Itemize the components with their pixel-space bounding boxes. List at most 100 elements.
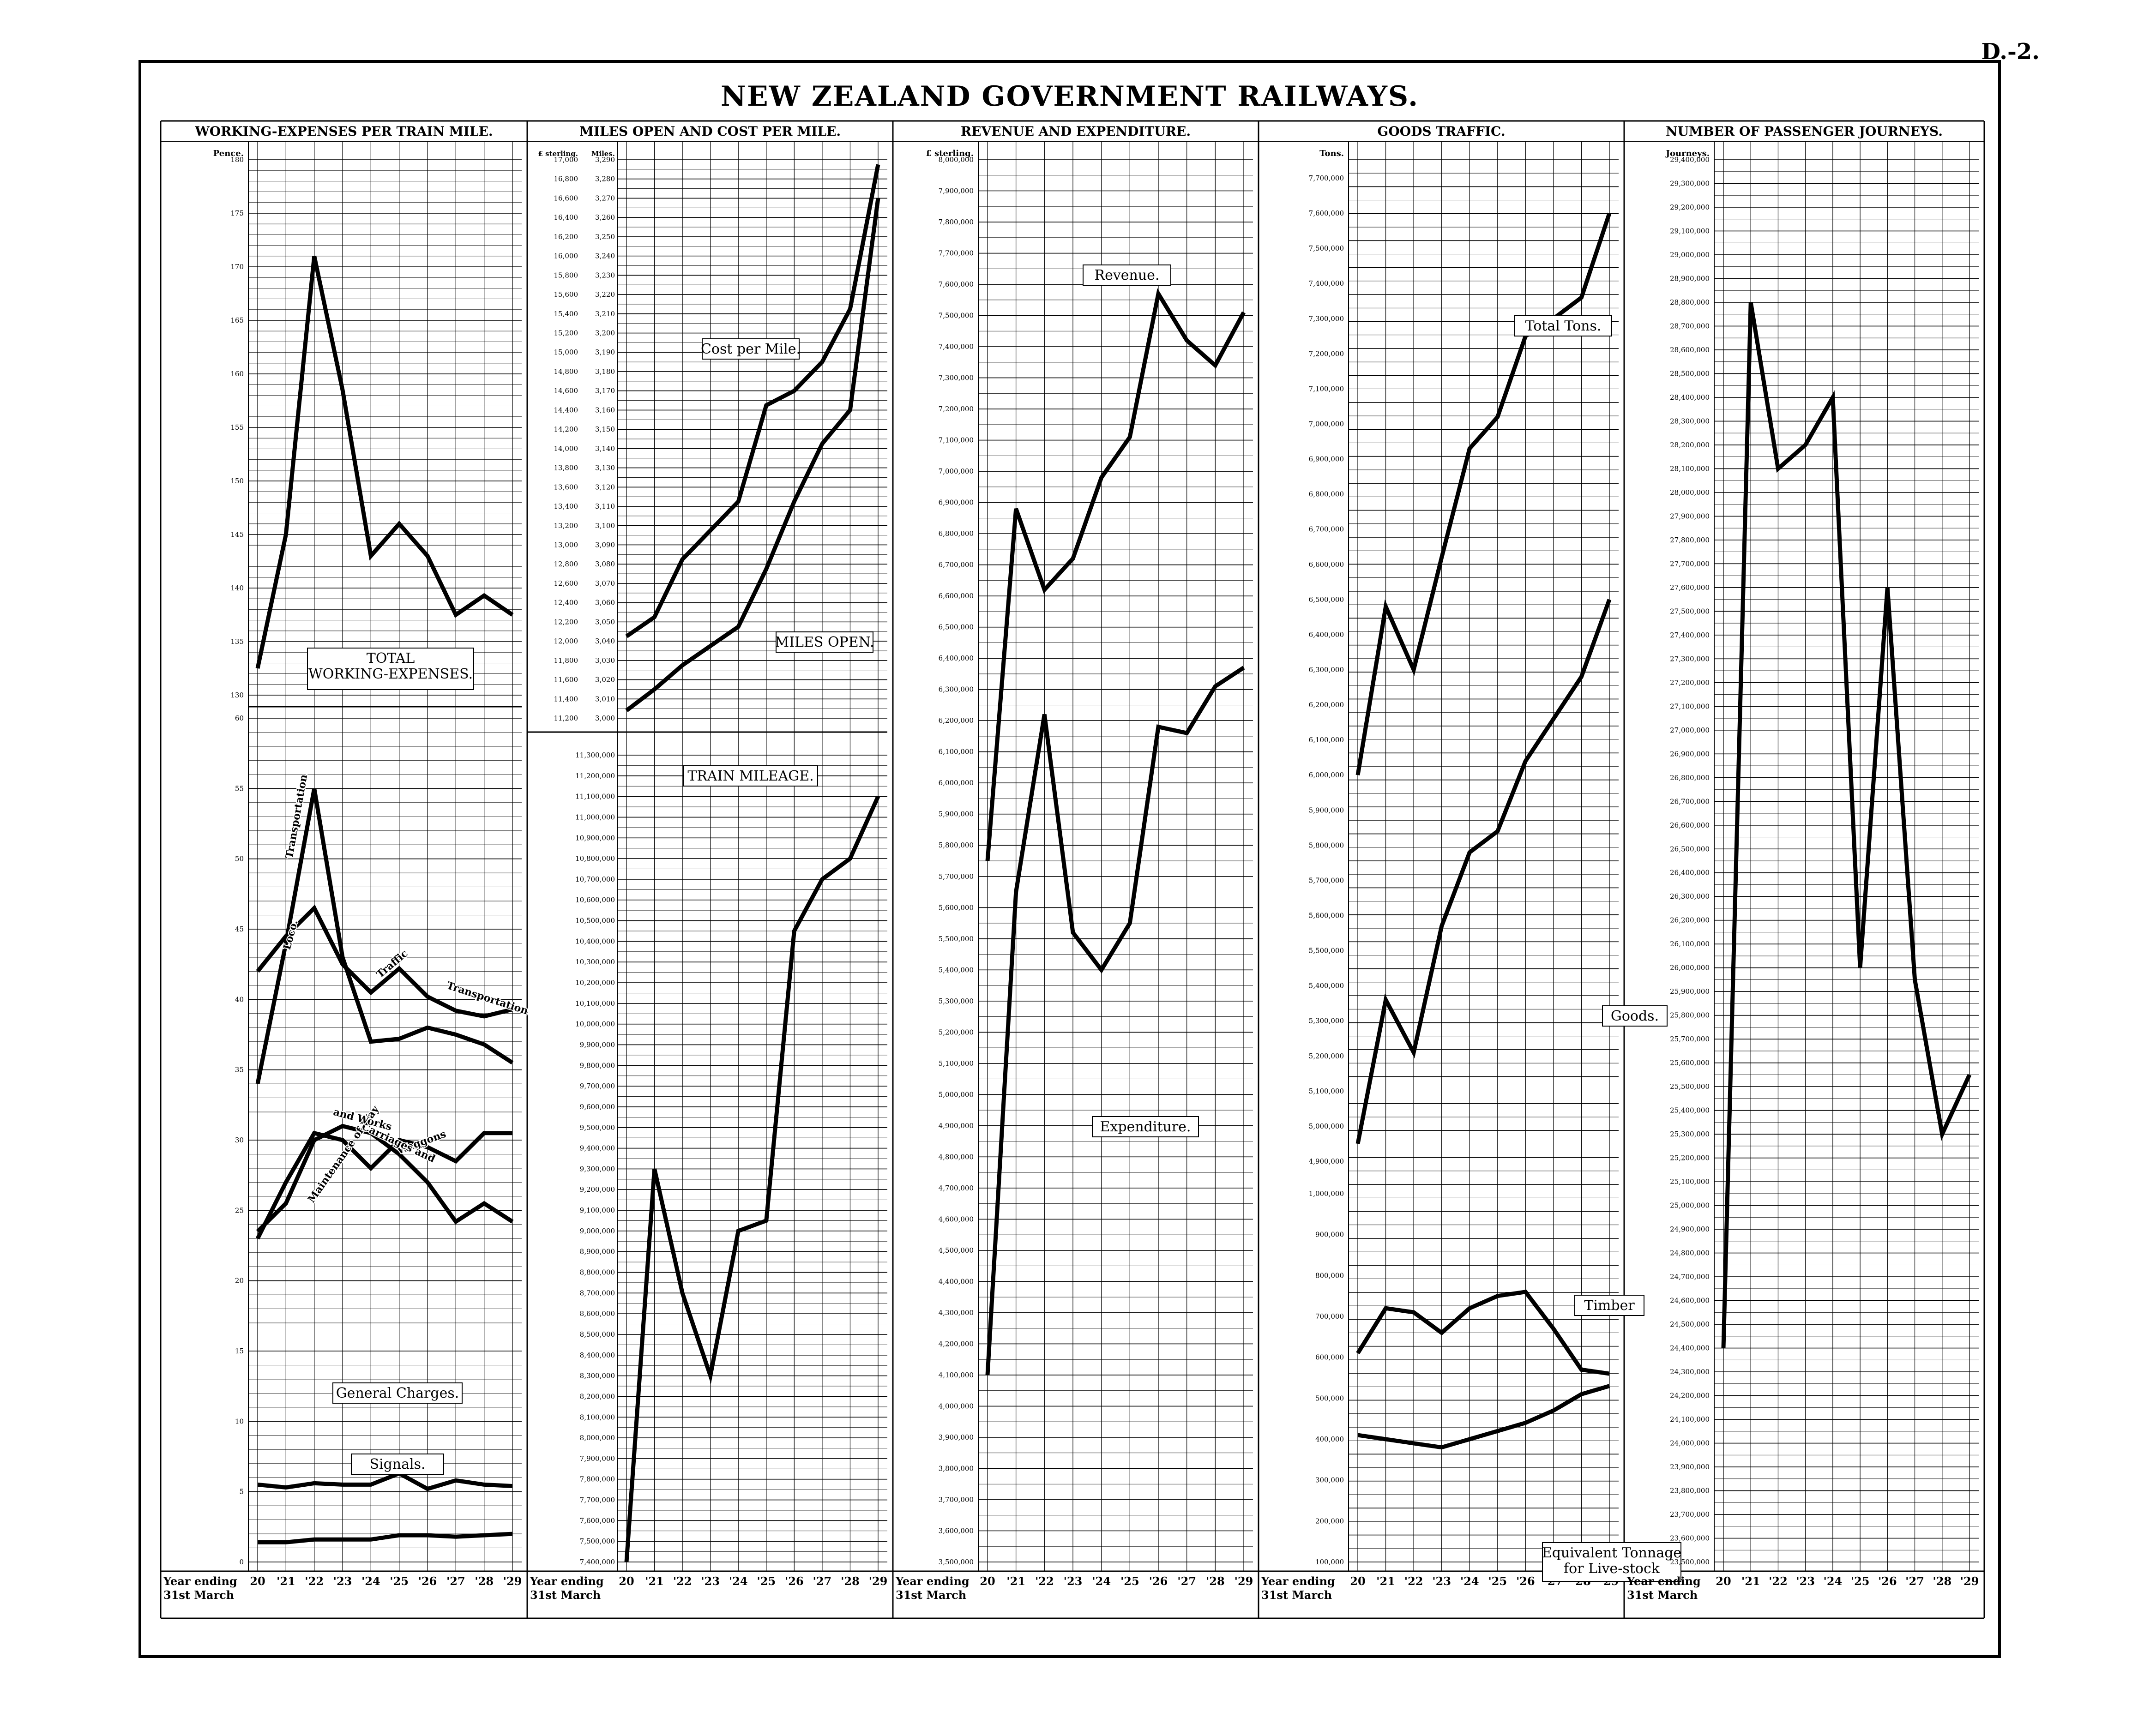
x-tick-label: '29	[1235, 1574, 1253, 1588]
series-line-3	[256, 1123, 514, 1233]
y-tick-label: 16,000	[554, 252, 578, 260]
curve-label: Loco.	[281, 919, 301, 951]
y-tick-label: 6,500,000	[1309, 595, 1344, 604]
y-tick-label: 6,000,000	[1309, 771, 1344, 779]
series-line-0	[1721, 302, 1972, 1348]
series-label-box	[683, 765, 818, 787]
y-tick-label: 26,500,000	[1670, 845, 1710, 853]
y-tick-label-right: 3,000	[595, 714, 615, 722]
y-tick-label: 5,900,000	[939, 810, 974, 818]
y-tick-label: 8,000,000	[580, 1434, 615, 1442]
y-tick-label: 26,300,000	[1670, 892, 1710, 901]
y-tick-label: 26,700,000	[1670, 797, 1710, 805]
y-tick-label: 160	[230, 370, 244, 378]
series-line-3	[1357, 1384, 1610, 1450]
chart-column-1: WORKING-EXPENSES PER TRAIN MILE. Year end…	[163, 124, 530, 1602]
column-title: NUMBER OF PASSENGER JOURNEYS.	[1666, 124, 1943, 139]
curve-label: Transportation	[283, 774, 310, 859]
y-tick-label: 24,500,000	[1670, 1320, 1710, 1328]
footer-31st-march: 31st March	[530, 1588, 601, 1602]
y-tick-label: 23,800,000	[1670, 1487, 1710, 1495]
y-tick-label: 9,600,000	[580, 1103, 615, 1111]
y-tick-label: 9,700,000	[580, 1082, 615, 1090]
y-tick-label: 25	[235, 1206, 244, 1214]
y-tick-label: 7,400,000	[939, 342, 974, 351]
y-tick-label-right: 3,090	[595, 541, 615, 549]
y-tick-label-right: 3,260	[595, 213, 615, 222]
y-tick-label: 6,200,000	[1309, 701, 1344, 709]
y-tick-label: 14,600	[554, 387, 578, 395]
y-tick-label: 4,200,000	[939, 1340, 974, 1348]
series-label: Cost per Mile.	[701, 341, 801, 357]
x-tick-label: '28	[475, 1574, 494, 1588]
y-tick-label: 7,600,000	[1309, 209, 1344, 217]
footer-year-ending: Year ending	[1626, 1574, 1701, 1588]
y-tick-label: 25,500,000	[1670, 1082, 1710, 1091]
x-tick-label: 20	[1716, 1574, 1731, 1588]
y-tick-label: 7,300,000	[1309, 314, 1344, 323]
y-unit-label: Pence.	[213, 149, 244, 158]
y-tick-label: 5,700,000	[939, 872, 974, 881]
y-tick-label: 900,000	[1315, 1231, 1344, 1239]
series-label: WORKING-EXPENSES.	[308, 666, 473, 682]
y-unit-label-left: £ sterling.	[538, 150, 578, 158]
y-tick-label: 26,900,000	[1670, 750, 1710, 758]
y-tick-label: 17,000	[554, 156, 578, 164]
y-tick-label: 14,400	[554, 406, 578, 414]
y-tick-label: 45	[235, 925, 244, 933]
y-tick-label: 11,100,000	[575, 793, 615, 801]
y-tick-label: 10,100,000	[575, 999, 615, 1008]
y-tick-label: 8,700,000	[580, 1289, 615, 1297]
y-tick-label: 7,200,000	[1309, 349, 1344, 358]
y-tick-label: 10,500,000	[575, 917, 615, 925]
y-tick-label: 12,600	[554, 579, 578, 588]
y-tick-label: 200,000	[1315, 1517, 1344, 1525]
y-tick-label-right: 3,160	[595, 406, 615, 414]
y-tick-label: 26,000,000	[1670, 964, 1710, 972]
y-tick-label: 28,800,000	[1670, 298, 1710, 306]
x-tick-label: '24	[729, 1574, 748, 1588]
chart-canvas: WORKING-EXPENSES PER TRAIN MILE. Year end…	[160, 120, 1985, 1619]
y-tick-label: 15,000	[554, 348, 578, 356]
x-tick-label: '26	[1149, 1574, 1168, 1588]
y-tick-label-right: 3,130	[595, 464, 615, 472]
y-tick-label-right: 3,050	[595, 618, 615, 626]
y-tick-label: 27,900,000	[1670, 512, 1710, 520]
y-tick-label: 60	[235, 714, 244, 722]
column-title: GOODS TRAFFIC.	[1377, 124, 1505, 139]
y-tick-label: 5,100,000	[1309, 1087, 1344, 1095]
y-tick-label: 8,900,000	[580, 1248, 615, 1256]
y-tick-label-right: 3,110	[595, 502, 615, 511]
x-tick-label: '22	[673, 1574, 692, 1588]
y-tick-label: 24,300,000	[1670, 1368, 1710, 1376]
x-tick-label: '24	[1092, 1574, 1111, 1588]
x-tick-label: '22	[1769, 1574, 1788, 1588]
y-tick-label: 3,500,000	[939, 1558, 974, 1566]
x-tick-label: 20	[619, 1574, 634, 1588]
y-tick-label: 7,900,000	[580, 1454, 615, 1463]
y-tick-label: 135	[230, 637, 244, 646]
y-tick-label: 500,000	[1315, 1394, 1344, 1402]
y-tick-label: 4,700,000	[939, 1184, 974, 1192]
y-tick-label: 28,200,000	[1670, 441, 1710, 449]
footer-year-ending: Year ending	[1261, 1574, 1335, 1588]
chart-column-3: REVENUE AND EXPENDITURE. Year ending31st …	[895, 124, 1253, 1602]
y-tick-label: 8,100,000	[580, 1413, 615, 1421]
y-tick-label: 6,300,000	[1309, 666, 1344, 674]
chart-frame: NEW ZEALAND GOVERNMENT RAILWAYS. WORKING…	[139, 60, 2001, 1658]
y-tick-label: 10,200,000	[575, 979, 615, 987]
series-line-5	[258, 1532, 513, 1544]
y-tick-label: 7,500,000	[939, 312, 974, 320]
y-tick-label: 6,200,000	[939, 716, 974, 725]
y-tick-label: 12,800	[554, 560, 578, 568]
y-tick-label-right: 3,230	[595, 271, 615, 279]
y-tick-label: 4,500,000	[939, 1246, 974, 1255]
y-tick-label: 29,000,000	[1670, 251, 1710, 259]
x-tick-label: '29	[1960, 1574, 1979, 1588]
y-tick-label: 6,900,000	[1309, 455, 1344, 463]
y-tick-label-right: 3,140	[595, 445, 615, 453]
y-unit-label: Tons.	[1319, 149, 1344, 158]
y-tick-label: 29,300,000	[1670, 179, 1710, 187]
y-tick-label: 26,200,000	[1670, 916, 1710, 925]
y-tick-label: 5,200,000	[1309, 1052, 1344, 1060]
